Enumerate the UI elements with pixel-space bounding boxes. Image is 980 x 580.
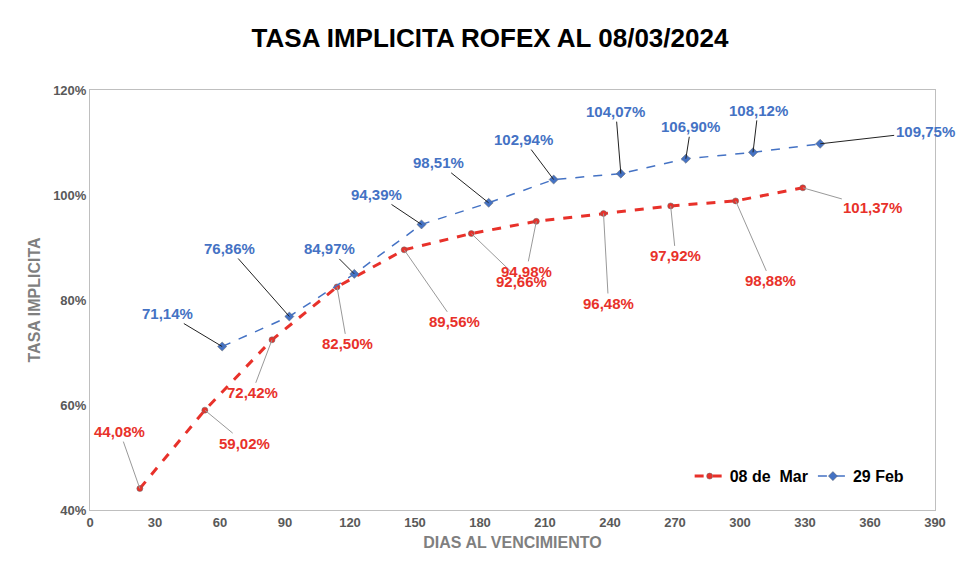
svg-text:360: 360 [859,515,881,530]
svg-text:180: 180 [469,515,491,530]
svg-text:97,92%: 97,92% [650,247,701,264]
svg-text:101,37%: 101,37% [843,199,902,216]
svg-text:84,97%: 84,97% [304,240,355,257]
svg-text:76,86%: 76,86% [204,240,255,257]
svg-text:330: 330 [794,515,816,530]
svg-text:300: 300 [729,515,751,530]
svg-text:210: 210 [534,515,556,530]
svg-text:TASA IMPLICITA: TASA IMPLICITA [26,237,43,362]
svg-text:270: 270 [664,515,686,530]
svg-text:29 Feb: 29 Feb [853,468,904,485]
svg-text:08 de Mar: 08 de Mar [730,468,808,485]
svg-text:92,66%: 92,66% [496,273,547,290]
svg-text:90: 90 [278,515,292,530]
svg-text:150: 150 [404,515,426,530]
svg-text:82,50%: 82,50% [322,335,373,352]
svg-text:94,98%: 94,98% [501,263,552,280]
svg-text:98,88%: 98,88% [745,272,796,289]
svg-text:80%: 80% [60,293,86,308]
svg-text:30: 30 [148,515,162,530]
svg-text:100%: 100% [53,188,87,203]
svg-text:390: 390 [924,515,946,530]
svg-text:71,14%: 71,14% [142,305,193,322]
svg-text:98,51%: 98,51% [413,154,464,171]
svg-text:TASA IMPLICITA ROFEX AL 08/03/: TASA IMPLICITA ROFEX AL 08/03/2024 [252,23,729,53]
svg-text:60%: 60% [60,398,86,413]
svg-text:59,02%: 59,02% [219,435,270,452]
svg-text:96,48%: 96,48% [583,295,634,312]
svg-text:109,75%: 109,75% [896,123,955,140]
svg-text:104,07%: 104,07% [586,103,645,120]
svg-text:89,56%: 89,56% [429,313,480,330]
svg-text:120: 120 [339,515,361,530]
svg-text:0: 0 [86,515,93,530]
svg-text:DIAS AL VENCIMIENTO: DIAS AL VENCIMIENTO [423,534,601,551]
svg-text:102,94%: 102,94% [494,131,553,148]
svg-text:120%: 120% [53,83,87,98]
svg-text:106,90%: 106,90% [661,118,720,135]
svg-text:40%: 40% [60,503,86,518]
svg-text:108,12%: 108,12% [729,102,788,119]
svg-text:72,42%: 72,42% [227,384,278,401]
svg-text:240: 240 [599,515,621,530]
svg-text:60: 60 [213,515,227,530]
svg-text:94,39%: 94,39% [351,186,402,203]
svg-text:44,08%: 44,08% [94,423,145,440]
